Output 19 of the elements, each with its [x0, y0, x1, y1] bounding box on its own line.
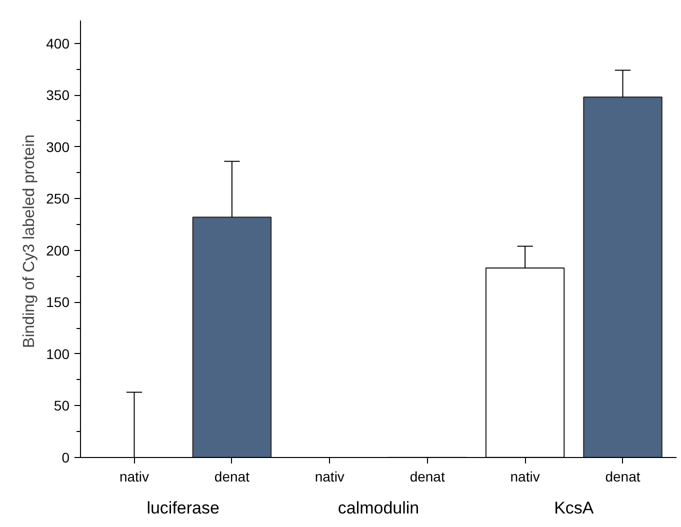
text: luciferase [146, 498, 220, 518]
y-axis-title: Binding of Cy3 labeled protein [21, 134, 38, 348]
y-tick-label: 200 [46, 242, 70, 258]
x-tick-label: nativ [510, 468, 540, 484]
y-tick-label: 250 [46, 190, 70, 207]
y-tick-label: 50 [54, 398, 70, 414]
x-tick-label: nativ [119, 468, 150, 484]
y-tick-label: 400 [46, 35, 70, 52]
x-tick-label: nativ [314, 468, 344, 484]
y-tick-label: 0 [62, 450, 70, 466]
text: KcsA [554, 498, 594, 518]
y-tick-label: 100 [46, 346, 70, 362]
x-tick-label: denat [410, 468, 445, 484]
x-tick-label: denat [214, 468, 250, 484]
y-tick-label: 300 [46, 138, 70, 155]
y-tick-label: 350 [46, 87, 70, 104]
y-tick-label: 150 [46, 294, 70, 310]
x-tick-label: denat [605, 468, 640, 484]
text: calmodulin [338, 498, 420, 518]
